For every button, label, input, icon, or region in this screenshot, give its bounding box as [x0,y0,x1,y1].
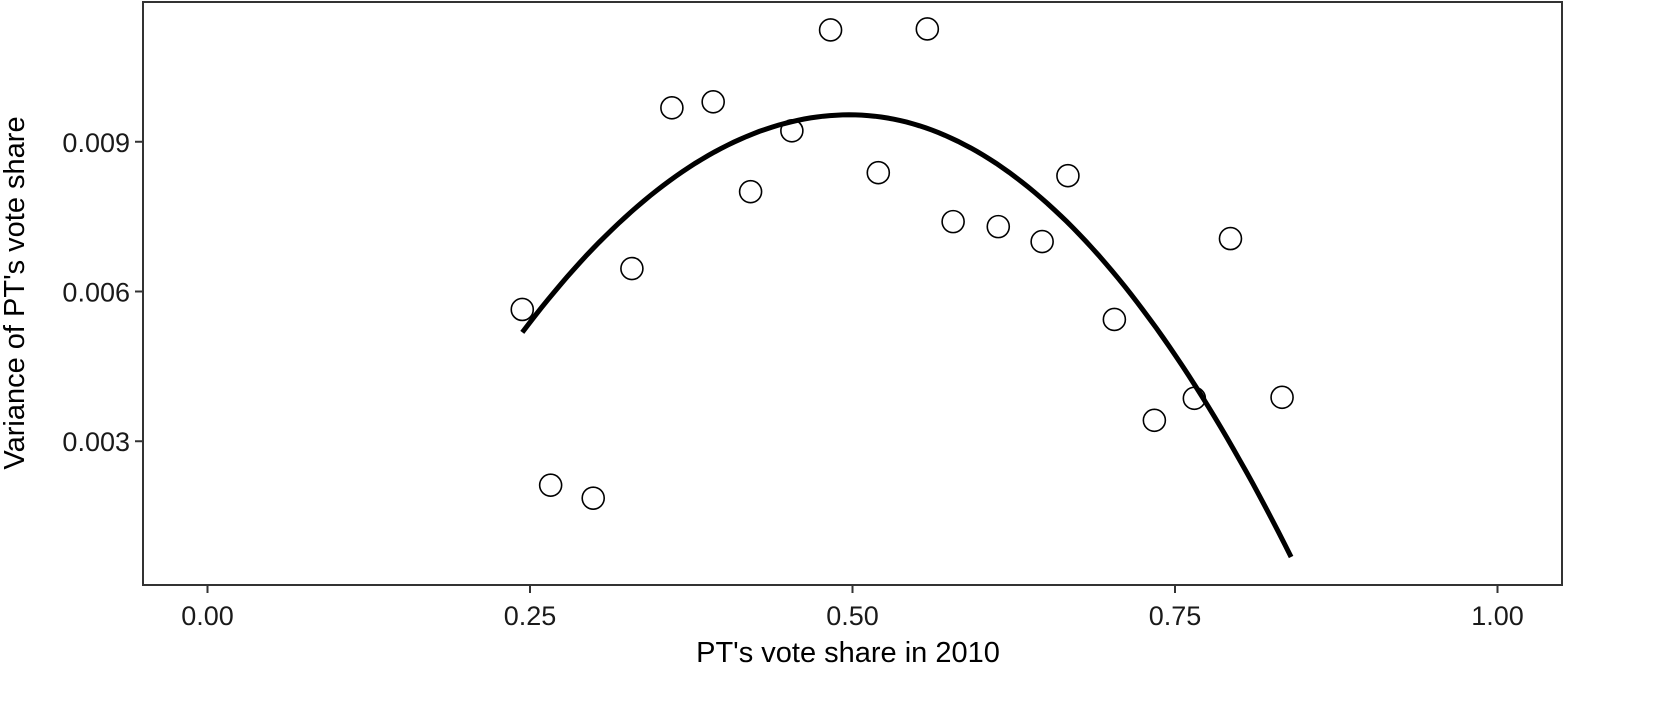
x-tick-label: 1.00 [1471,601,1524,631]
data-point [818,18,843,42]
x-tick-label: 0.75 [1149,601,1202,631]
data-point [1218,226,1243,251]
data-points [510,17,1294,510]
data-point [986,214,1011,239]
y-axis-title: Variance of PT's vote share [0,116,31,469]
data-point [660,96,684,120]
data-point [780,118,804,143]
y-axis: 0.003 0.006 0.009 [62,128,143,457]
data-point [1030,229,1054,254]
quadratic-fit-curve [520,112,1294,559]
data-point [1182,386,1207,411]
data-point [510,297,535,322]
data-point [1270,385,1294,410]
data-point [538,473,563,497]
y-tick-label: 0.009 [62,128,130,158]
data-point [1056,163,1080,188]
x-tick-label: 0.25 [504,601,557,631]
data-point [1102,307,1127,332]
y-tick-label: 0.006 [62,278,130,308]
data-point [915,17,940,41]
data-point [866,160,891,185]
data-point [581,486,606,510]
data-point [620,256,644,281]
data-point [1142,408,1167,433]
x-tick-label: 0.50 [826,601,879,631]
y-tick-label: 0.003 [62,427,130,457]
plot-panel [142,1,1563,586]
data-point [738,179,763,204]
x-axis: 0.00 0.25 0.50 0.75 1.00 [181,585,1524,631]
data-point [941,209,965,234]
data-point [701,90,725,114]
x-tick-label: 0.00 [181,601,234,631]
x-axis-title: PT's vote share in 2010 [696,637,1000,669]
